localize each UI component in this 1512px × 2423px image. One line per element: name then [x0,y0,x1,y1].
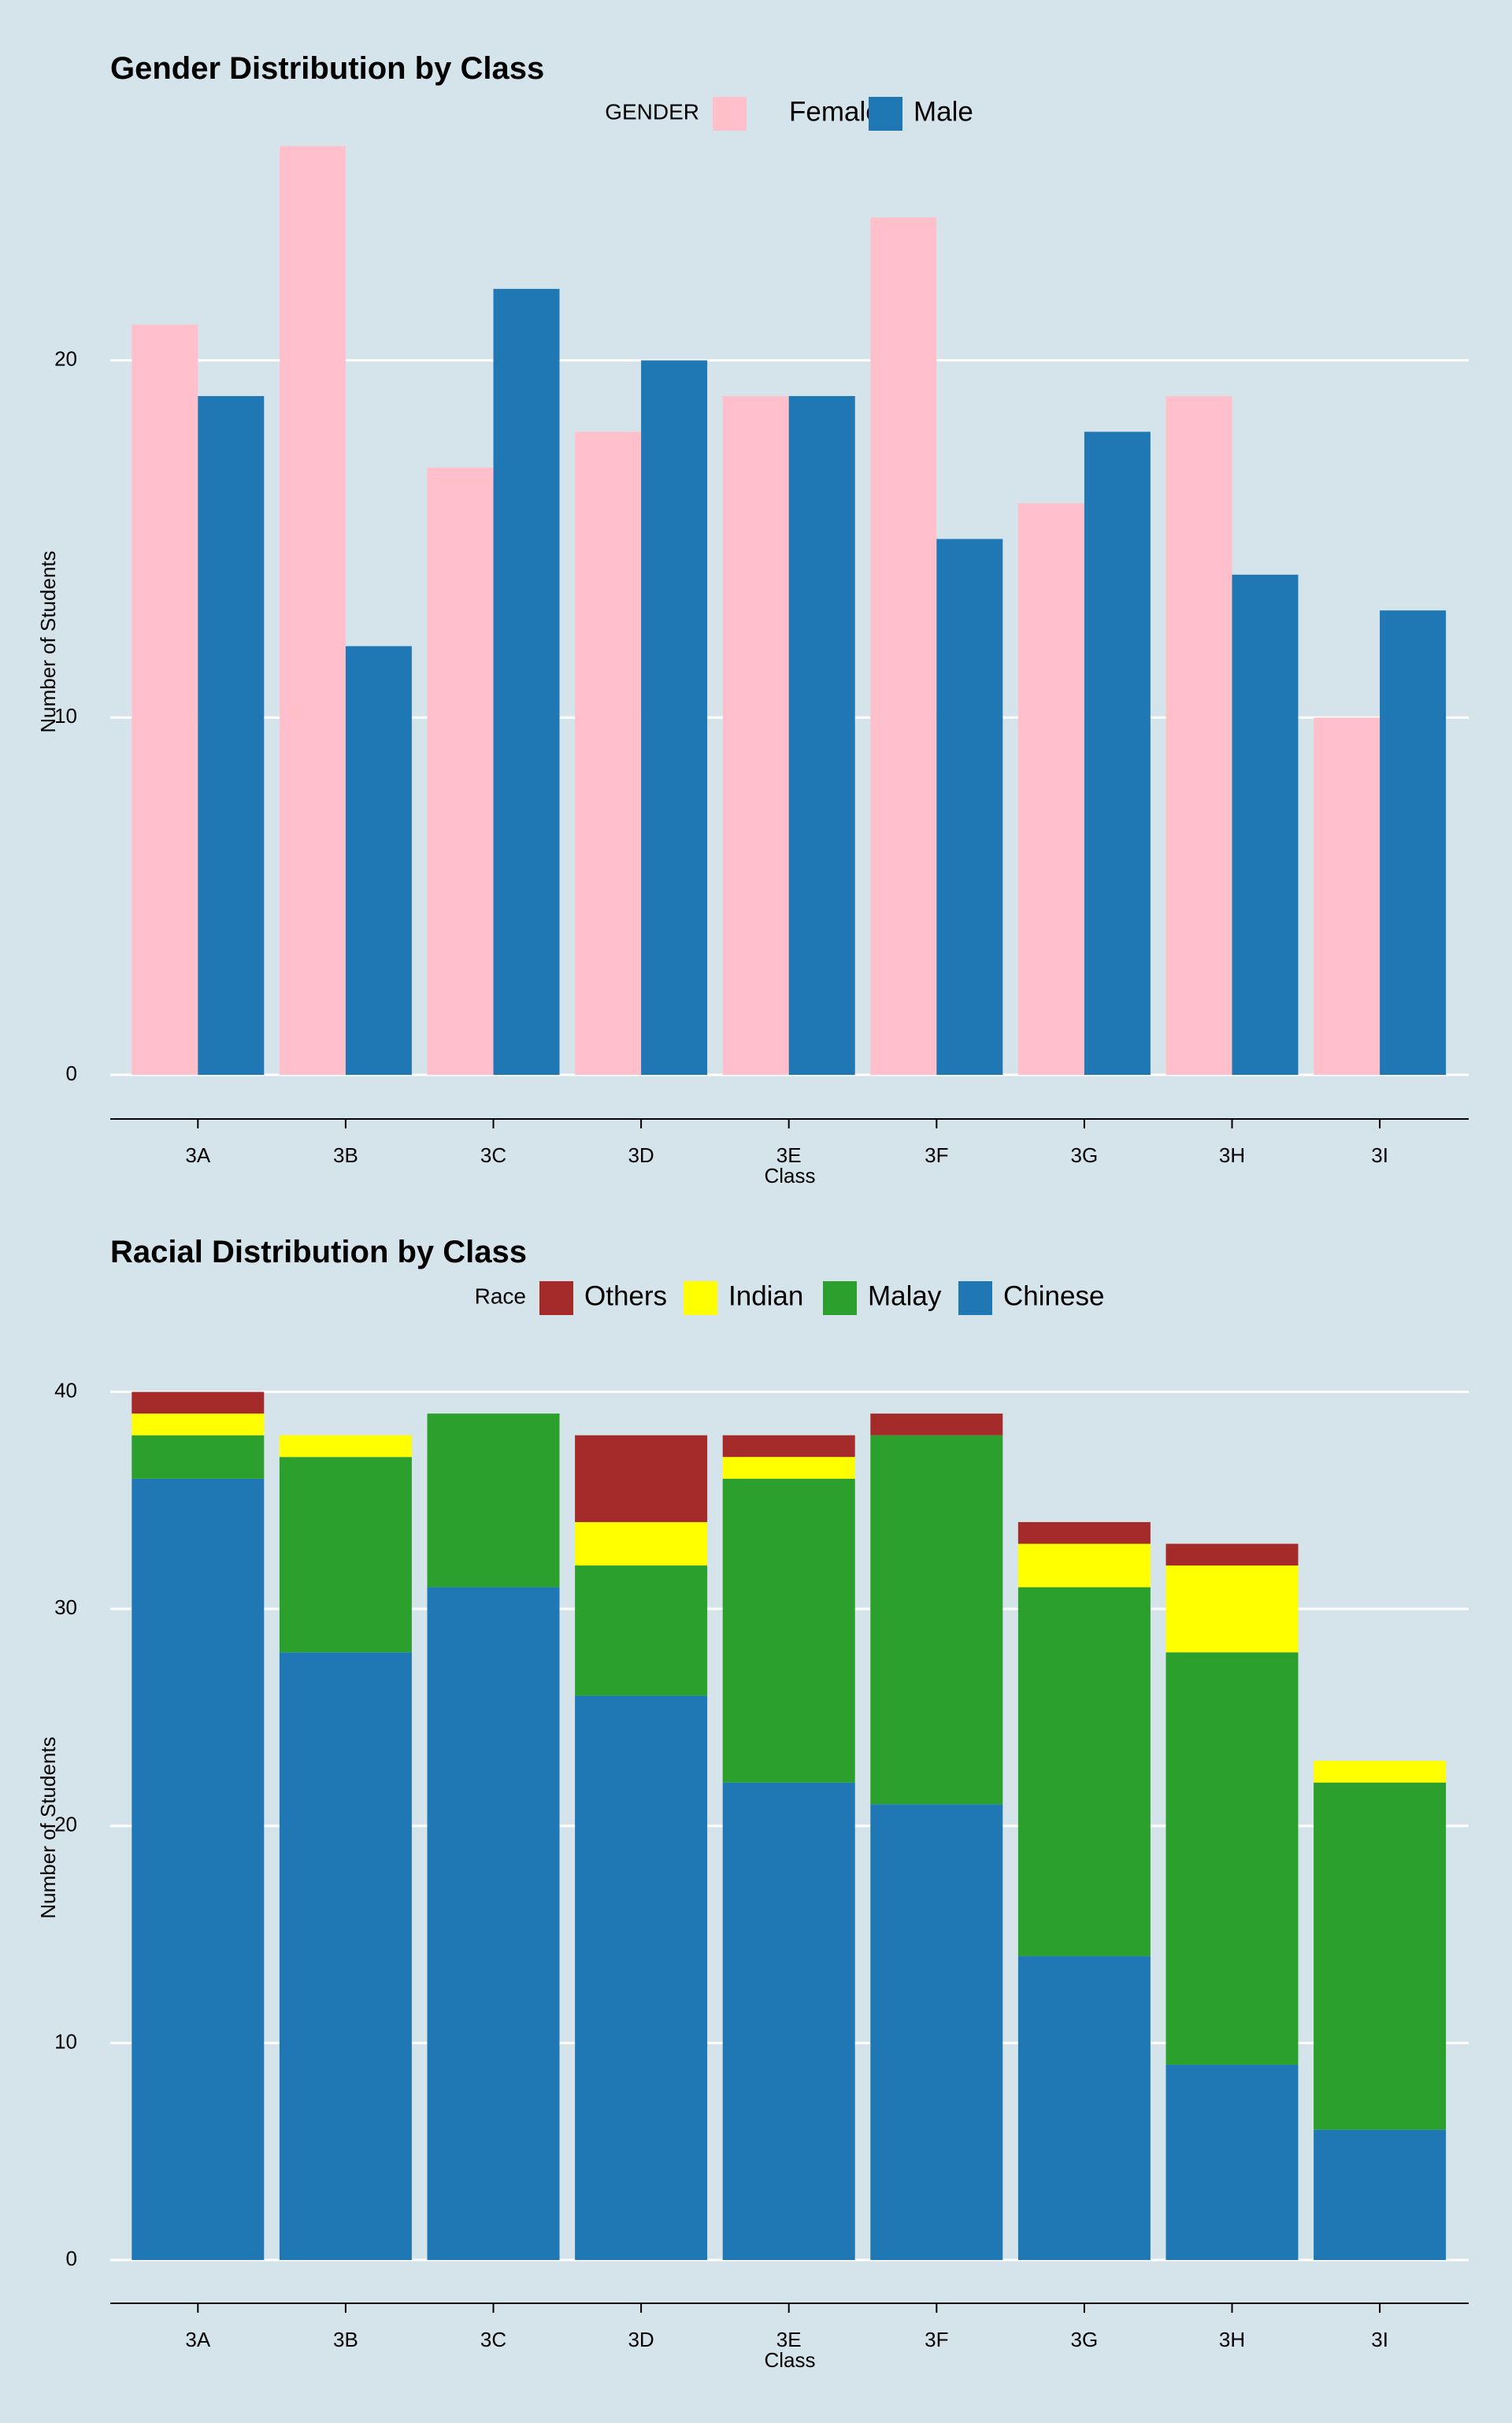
y-tick-label: 0 [66,2247,77,2270]
legend-label-indian: Indian [728,1280,803,1311]
y-tick-label: 0 [66,1061,77,1085]
bar-chinese-3e [722,1782,855,2260]
chart-title: Racial Distribution by Class [110,1235,527,1269]
x-tick-label: 3E [776,1143,802,1167]
bar-indian-3h [1166,1565,1299,1653]
y-axis-label: Number of Students [36,1736,60,1918]
chart-title: Gender Distribution by Class [110,51,544,86]
bar-female-3e [722,395,789,1075]
x-tick-label: 3B [333,2328,358,2351]
bar-chinese-3g [1017,1956,1151,2260]
x-tick-label: 3I [1371,1143,1388,1167]
bar-indian-3a [132,1413,265,1436]
bar-chinese-3b [279,1652,412,2260]
y-tick-label: 10 [54,2029,77,2053]
bar-malay-3a [132,1435,265,1479]
y-tick-label: 20 [54,346,77,370]
bar-indian-3d [575,1521,708,1566]
legend-label-chinese: Chinese [1003,1280,1104,1311]
bar-female-3a [132,324,198,1075]
bar-malay-3c [427,1413,560,1588]
bar-female-3c [427,467,494,1075]
x-axis-label: Class [764,1164,815,1187]
bar-male-3a [198,395,265,1075]
bar-female-3h [1166,395,1232,1075]
x-tick-label: 3C [480,1143,506,1167]
bar-chinese-3c [427,1587,560,2260]
bar-male-3f [936,539,1003,1075]
legend-title: Race [475,1284,526,1308]
race-chart: Racial Distribution by Class Race Others In… [36,1235,1469,2372]
legend-key-chinese [958,1281,992,1315]
bar-malay-3h [1166,1652,1299,2065]
x-tick-label: 3E [776,2328,802,2351]
legend-title: GENDER [605,99,699,124]
bar-male-3e [788,395,855,1075]
bar-male-3i [1380,610,1447,1075]
bar-others-3e [722,1435,855,1458]
bar-male-3c [493,288,560,1076]
bar-others-3h [1166,1543,1299,1566]
x-tick-label: 3D [628,2328,654,2351]
bar-chinese-3f [870,1804,1003,2260]
bar-male-3h [1232,574,1299,1075]
x-tick-label: 3H [1219,1143,1245,1167]
bar-others-3a [132,1391,265,1414]
x-tick-label: 3C [480,2328,506,2351]
legend-key-indian [684,1281,717,1315]
y-tick-label: 40 [54,1378,77,1402]
x-tick-label: 3B [333,1143,358,1167]
x-tick-label: 3F [925,1143,948,1167]
bar-male-3d [641,360,708,1075]
bar-female-3g [1017,503,1084,1075]
x-tick-label: 3A [185,1143,210,1167]
y-tick-label: 20 [54,1813,77,1836]
legend-key-male [869,97,902,131]
bar-female-3f [870,217,937,1076]
bar-others-3f [870,1413,1003,1436]
bar-others-3d [575,1435,708,1522]
y-axis-label: Number of Students [36,550,60,732]
bar-chinese-3h [1166,2064,1299,2260]
y-tick-label: 10 [54,704,77,728]
bar-chinese-3d [575,1695,708,2260]
bar-chinese-3a [132,1478,265,2260]
legend-label-female: Female [789,96,881,127]
legend-label-others: Others [584,1280,667,1311]
bar-others-3g [1017,1521,1151,1544]
x-tick-label: 3I [1371,2328,1388,2351]
legend-key-others [539,1281,573,1315]
bar-malay-3i [1314,1782,1447,2130]
bar-malay-3d [575,1565,708,1696]
legend-key-malay [823,1281,857,1315]
x-axis-label: Class [764,2348,815,2372]
x-tick-label: 3A [185,2328,210,2351]
legend-label-malay: Malay [868,1280,942,1311]
x-tick-label: 3G [1071,1143,1099,1167]
bar-indian-3g [1017,1543,1151,1588]
legend-label-male: Male [914,96,973,127]
bar-malay-3e [722,1478,855,1783]
x-tick-label: 3H [1219,2328,1245,2351]
bar-male-3g [1084,432,1151,1075]
bar-indian-3e [722,1457,855,1479]
legend-key-female [713,97,747,131]
bar-malay-3g [1017,1587,1151,1957]
y-tick-label: 30 [54,1595,77,1619]
x-tick-label: 3D [628,1143,654,1167]
x-tick-label: 3F [925,2328,948,2351]
bar-malay-3f [870,1435,1003,1805]
bar-indian-3i [1314,1761,1447,1783]
bar-female-3d [575,432,642,1075]
bar-malay-3b [279,1457,412,1653]
bar-indian-3b [279,1435,412,1458]
x-tick-label: 3G [1071,2328,1099,2351]
bar-chinese-3i [1314,2129,1447,2260]
bar-male-3b [345,646,412,1075]
bar-female-3i [1314,717,1380,1075]
gender-chart: Gender Distribution by Class GENDER Female… [36,51,1469,1187]
bar-female-3b [279,146,346,1076]
